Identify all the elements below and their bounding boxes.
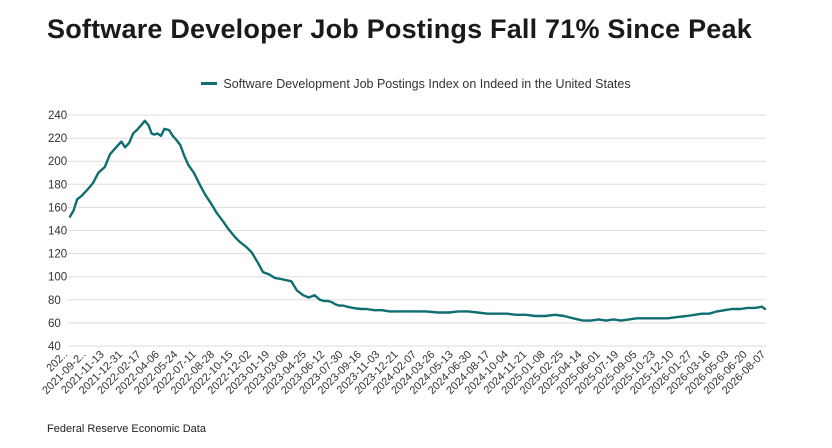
y-tick-label: 240 xyxy=(48,110,67,122)
y-tick-label: 220 xyxy=(48,133,67,145)
y-tick-label: 40 xyxy=(48,341,61,353)
chart-title: Software Developer Job Postings Fall 71%… xyxy=(47,14,752,44)
legend-swatch xyxy=(201,82,218,86)
chart-legend: Software Development Job Postings Index … xyxy=(0,77,832,91)
source-note: Federal Reserve Economic Data xyxy=(47,423,206,435)
y-tick-label: 80 xyxy=(48,295,61,307)
y-tick-label: 60 xyxy=(48,318,61,330)
legend-label: Software Development Job Postings Index … xyxy=(223,77,631,91)
y-tick-label: 160 xyxy=(48,202,67,214)
y-tick-label: 200 xyxy=(48,156,67,168)
series-line xyxy=(68,119,767,322)
y-tick-label: 180 xyxy=(48,179,67,191)
y-tick-label: 140 xyxy=(48,226,67,238)
y-tick-label: 120 xyxy=(48,249,67,261)
y-tick-label: 100 xyxy=(48,272,67,284)
